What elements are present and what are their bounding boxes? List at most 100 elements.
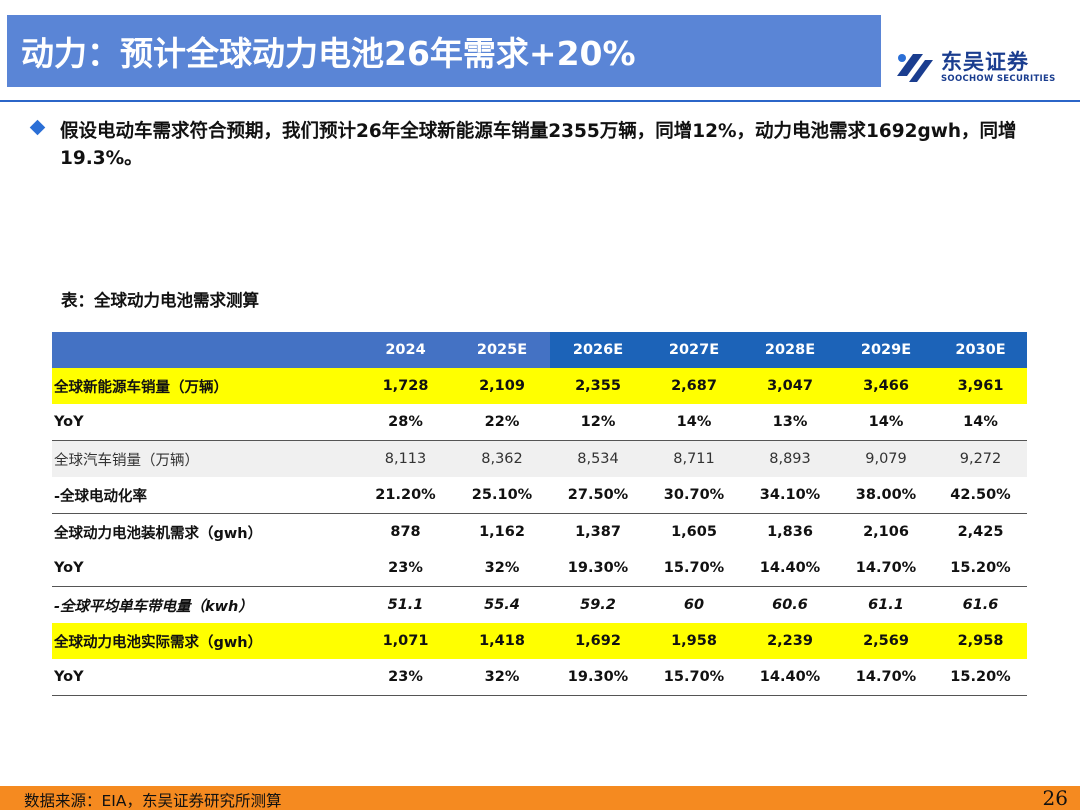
table-cell: 9,272 bbox=[934, 440, 1027, 477]
table-cell: 59.2 bbox=[580, 597, 616, 613]
table-cell: 3,047 bbox=[742, 368, 838, 404]
row-label: 全球动力电池实际需求（gwh） bbox=[52, 623, 357, 659]
table-cell: 25.10% bbox=[454, 477, 550, 514]
table-cell: 1,071 bbox=[357, 623, 454, 659]
table-cell: 2,569 bbox=[838, 623, 934, 659]
table-cell: 8,534 bbox=[550, 440, 646, 477]
table-cell: 3,961 bbox=[934, 368, 1027, 404]
table-cell: 2,239 bbox=[742, 623, 838, 659]
soochow-logo-icon bbox=[897, 54, 933, 82]
table-caption: 表：全球动力电池需求测算 bbox=[61, 291, 259, 310]
table-cell: 55.4 bbox=[484, 597, 520, 613]
table-cell: 9,079 bbox=[838, 440, 934, 477]
row-label: -全球平均单车带电量（kwh） bbox=[54, 598, 253, 615]
footer-bar: 数据来源：EIA，东吴证券研究所测算 26 bbox=[0, 786, 1080, 810]
table-cell: 34.10% bbox=[742, 477, 838, 514]
data-source: 数据来源：EIA，东吴证券研究所测算 bbox=[24, 792, 282, 810]
table-cell: 878 bbox=[390, 524, 421, 540]
company-logo: 东吴证券 SOOCHOW SECURITIES bbox=[893, 44, 1073, 88]
table-cell: 2,106 bbox=[863, 524, 909, 540]
table-cell: 61.6 bbox=[962, 597, 999, 613]
table-header-row: 2024 2025E 2026E 2027E 2028E 2029E 2030E bbox=[52, 332, 1027, 368]
bullet-text: 假设电动车需求符合预期，我们预计26年全球新能源车销量2355万辆，同增12%，… bbox=[60, 121, 1017, 169]
table-cell: 61.1 bbox=[868, 597, 904, 613]
table-row: YoY 23% 32% 19.30% 15.70% 14.40% 14.70% … bbox=[52, 659, 1027, 696]
table-cell: 1,605 bbox=[671, 524, 717, 540]
table-cell: 2,355 bbox=[550, 368, 646, 404]
table-cell: 2,109 bbox=[454, 368, 550, 404]
table-cell: 14.40% bbox=[742, 550, 838, 587]
row-label: 全球动力电池装机需求（gwh） bbox=[54, 525, 263, 542]
table-cell: 1,836 bbox=[767, 524, 813, 540]
header-cell: 2028E bbox=[742, 332, 838, 368]
table-row: 全球动力电池装机需求（gwh） 878 1,162 1,387 1,605 1,… bbox=[52, 514, 1027, 551]
table-cell: 1,958 bbox=[646, 623, 742, 659]
row-label: YoY bbox=[52, 550, 357, 587]
table-cell: 1,387 bbox=[575, 524, 621, 540]
table-cell: 14.70% bbox=[838, 550, 934, 587]
table-cell: 32% bbox=[454, 550, 550, 587]
logo-english-name: SOOCHOW SECURITIES bbox=[941, 74, 1056, 84]
table-cell: 14% bbox=[934, 404, 1027, 441]
table-cell: 13% bbox=[742, 404, 838, 441]
table-cell: 14% bbox=[646, 404, 742, 441]
table-cell: 23% bbox=[357, 659, 454, 696]
table-row: -全球电动化率 21.20% 25.10% 27.50% 30.70% 34.1… bbox=[52, 477, 1027, 514]
table-cell: 30.70% bbox=[646, 477, 742, 514]
diamond-bullet-icon bbox=[29, 119, 46, 136]
table-cell: 2,425 bbox=[957, 524, 1004, 540]
table-cell: 60 bbox=[683, 597, 705, 613]
row-label: 全球新能源车销量（万辆） bbox=[52, 368, 357, 404]
table-cell: 1,728 bbox=[357, 368, 454, 404]
header-cell: 2029E bbox=[838, 332, 934, 368]
table-cell: 8,893 bbox=[742, 440, 838, 477]
table-cell: 15.20% bbox=[934, 550, 1027, 587]
table-cell: 2,687 bbox=[646, 368, 742, 404]
row-label: YoY bbox=[52, 404, 357, 441]
table-cell: 32% bbox=[454, 659, 550, 696]
table-cell: 28% bbox=[357, 404, 454, 441]
table-cell: 15.70% bbox=[646, 659, 742, 696]
table-cell: 8,362 bbox=[454, 440, 550, 477]
table-cell: 2,958 bbox=[934, 623, 1027, 659]
title-bar: 动力：预计全球动力电池26年需求+20% bbox=[7, 15, 881, 87]
battery-demand-table: 2024 2025E 2026E 2027E 2028E 2029E 2030E… bbox=[52, 332, 1027, 696]
row-label: YoY bbox=[52, 659, 357, 696]
table-row: 全球动力电池实际需求（gwh） 1,071 1,418 1,692 1,958 … bbox=[52, 623, 1027, 659]
logo-chinese-name: 东吴证券 bbox=[941, 50, 1029, 74]
table-cell: 8,711 bbox=[646, 440, 742, 477]
table-row: YoY 28% 22% 12% 14% 13% 14% 14% bbox=[52, 404, 1027, 441]
header-cell: 2026E bbox=[550, 332, 646, 368]
header-cell: 2024 bbox=[357, 332, 454, 368]
table-cell: 14.40% bbox=[742, 659, 838, 696]
table-row: 全球新能源车销量（万辆） 1,728 2,109 2,355 2,687 3,0… bbox=[52, 368, 1027, 404]
table-cell: 22% bbox=[454, 404, 550, 441]
table-cell: 1,162 bbox=[479, 524, 525, 540]
table-cell: 51.1 bbox=[387, 597, 424, 613]
table-cell: 15.20% bbox=[934, 659, 1027, 696]
table-cell: 14.70% bbox=[838, 659, 934, 696]
header-cell: 2025E bbox=[454, 332, 550, 368]
table-cell: 42.50% bbox=[934, 477, 1027, 514]
row-label: -全球电动化率 bbox=[52, 477, 357, 514]
table-cell: 1,692 bbox=[550, 623, 646, 659]
header-cell: 2027E bbox=[646, 332, 742, 368]
table-row: YoY 23% 32% 19.30% 15.70% 14.40% 14.70% … bbox=[52, 550, 1027, 587]
table-cell: 15.70% bbox=[646, 550, 742, 587]
table-cell: 12% bbox=[550, 404, 646, 441]
header-cell bbox=[52, 332, 357, 368]
table-cell: 3,466 bbox=[838, 368, 934, 404]
table-cell: 8,113 bbox=[357, 440, 454, 477]
table-cell: 1,418 bbox=[454, 623, 550, 659]
table-cell: 19.30% bbox=[550, 659, 646, 696]
table-cell: 38.00% bbox=[838, 477, 934, 514]
page-number: 26 bbox=[1042, 786, 1068, 810]
header-divider bbox=[0, 100, 1080, 102]
table-cell: 14% bbox=[838, 404, 934, 441]
table-cell: 21.20% bbox=[357, 477, 454, 514]
slide-title: 动力：预计全球动力电池26年需求+20% bbox=[21, 34, 636, 73]
table-cell: 19.30% bbox=[550, 550, 646, 587]
table-cell: 60.6 bbox=[772, 597, 808, 613]
header-cell: 2030E bbox=[934, 332, 1027, 368]
table-row: -全球平均单车带电量（kwh） 51.1 55.4 59.2 60 60.6 6… bbox=[52, 587, 1027, 624]
